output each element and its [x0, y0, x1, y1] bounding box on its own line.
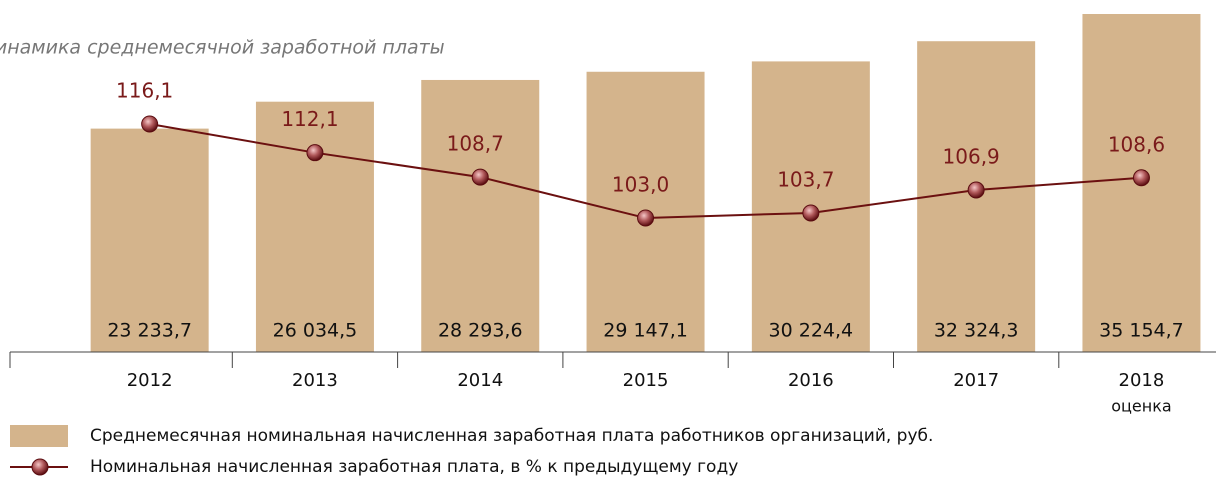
line-value-label: 108,7 [447, 132, 504, 156]
x-tick-label: 2018 [1119, 370, 1165, 391]
bar-value-label: 32 324,3 [934, 320, 1019, 342]
bar-value-label: 29 147,1 [603, 320, 688, 342]
bar [90, 128, 209, 352]
line-marker [967, 181, 985, 199]
x-tick-label: 2013 [292, 370, 338, 391]
line-value-label: 116,1 [116, 78, 173, 102]
line-marker [471, 168, 489, 186]
x-tick-label: 2016 [788, 370, 834, 391]
x-tick-label: 2014 [457, 370, 503, 391]
line-marker [141, 115, 159, 133]
x-tick-label: 2015 [623, 370, 669, 391]
line-marker [1132, 169, 1150, 187]
legend-label: Среднемесячная номинальная начисленная з… [90, 426, 933, 446]
bar-value-label: 26 034,5 [273, 320, 358, 342]
category-note: оценка [1111, 397, 1171, 416]
bar [421, 79, 540, 353]
x-tick-label: 2017 [953, 370, 999, 391]
line-value-label: 103,0 [612, 172, 669, 196]
line-marker [802, 204, 820, 222]
bar-value-label: 23 233,7 [107, 320, 192, 342]
legend-marker [31, 458, 49, 476]
line-value-label: 112,1 [281, 107, 338, 131]
line-value-label: 108,6 [1108, 132, 1165, 156]
bar-value-label: 28 293,6 [438, 320, 523, 342]
line-value-label: 106,9 [943, 144, 1000, 168]
bar [255, 101, 374, 352]
legend-swatch [10, 425, 68, 447]
line-marker [637, 209, 655, 227]
line-marker [306, 144, 324, 162]
bar-value-label: 35 154,7 [1099, 320, 1184, 342]
line-value-label: 103,7 [777, 167, 834, 191]
chart-title: Динамика среднемесячной заработной платы [0, 37, 445, 59]
legend-label: Номинальная начисленная заработная плата… [90, 457, 738, 477]
bar-value-label: 30 224,4 [769, 320, 854, 342]
x-tick-label: 2012 [127, 370, 173, 391]
